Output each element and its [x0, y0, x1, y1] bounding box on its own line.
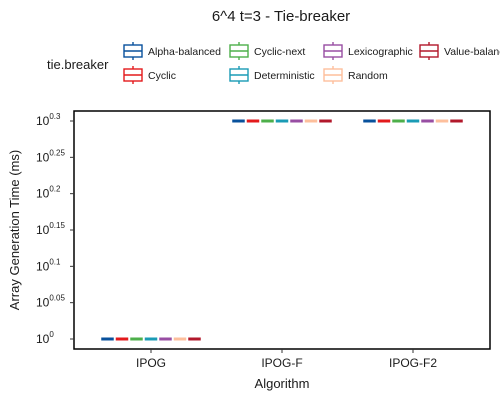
x-tick-label: IPOG-F2 — [389, 356, 437, 370]
x-axis: IPOG IPOG-F IPOG-F2 — [136, 349, 437, 370]
plot-panel — [73, 110, 491, 350]
y-tick-label: 100.15 — [36, 221, 65, 237]
y-tick-exponent: 0.2 — [49, 185, 61, 194]
legend-label: Value-balanced — [444, 46, 500, 58]
y-tick-base: 10 — [36, 259, 50, 273]
legend-item: Random — [323, 66, 388, 84]
y-tick-label: 100.05 — [36, 294, 65, 310]
y-tick-label: 100.25 — [36, 148, 65, 164]
y-tick-base: 10 — [36, 187, 50, 201]
y-tick-base: 10 — [36, 150, 50, 164]
legend: tie.breaker Alpha-balanced Cyclic Cyclic-n… — [47, 42, 500, 84]
legend-item: Alpha-balanced — [123, 42, 221, 60]
y-tick-exponent: 0.1 — [49, 257, 61, 266]
legend-title: tie.breaker — [47, 57, 109, 72]
y-tick-base: 10 — [36, 223, 50, 237]
y-tick-label: 100.2 — [36, 185, 61, 201]
y-tick-exponent: 0.05 — [49, 294, 65, 303]
legend-item: Deterministic — [229, 66, 315, 84]
y-tick-label: 100 — [36, 330, 54, 346]
legend-item: Lexicographic — [323, 42, 413, 60]
y-tick-label: 100.3 — [36, 112, 61, 128]
y-tick-exponent: 0.3 — [49, 112, 61, 121]
y-tick-exponent: 0.25 — [49, 148, 65, 157]
legend-item: Value-balanced — [419, 42, 500, 60]
y-tick-base: 10 — [36, 332, 50, 346]
legend-item: Cyclic-next — [229, 42, 305, 60]
legend-label: Lexicographic — [348, 46, 413, 58]
legend-label: Cyclic — [148, 70, 176, 82]
x-tick-label: IPOG — [136, 356, 166, 370]
data-marks — [101, 119, 463, 341]
y-axis-title: Array Generation Time (ms) — [7, 150, 22, 310]
chart-title: 6^4 t=3 - Tie-breaker — [212, 8, 350, 25]
y-tick-label: 100.1 — [36, 257, 61, 273]
legend-label: Cyclic-next — [254, 46, 305, 58]
legend-label: Deterministic — [254, 70, 315, 82]
y-tick-exponent: 0 — [49, 330, 54, 339]
y-tick-base: 10 — [36, 296, 50, 310]
y-tick-base: 10 — [36, 114, 50, 128]
x-axis-title: Algorithm — [255, 376, 310, 391]
y-tick-exponent: 0.15 — [49, 221, 65, 230]
legend-item: Cyclic — [123, 66, 176, 84]
x-tick-label: IPOG-F — [261, 356, 302, 370]
legend-label: Random — [348, 70, 388, 82]
legend-label: Alpha-balanced — [148, 46, 221, 58]
